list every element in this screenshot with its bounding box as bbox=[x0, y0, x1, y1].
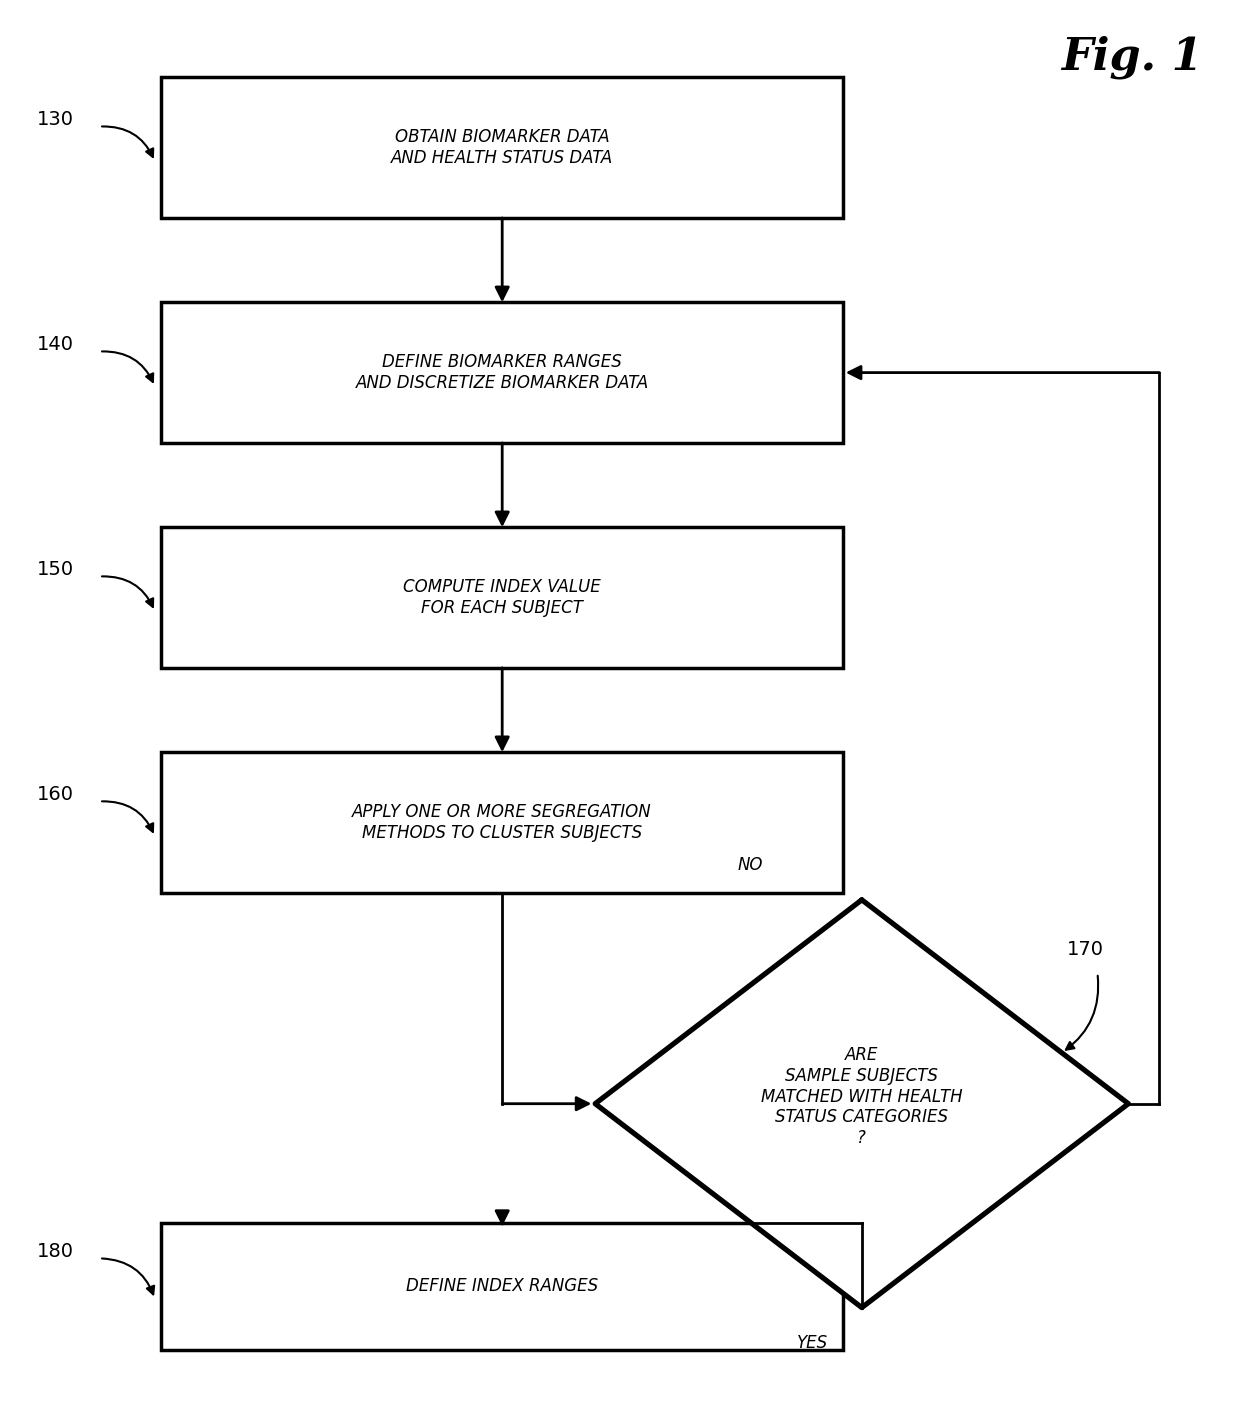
Text: 150: 150 bbox=[37, 560, 74, 579]
Text: OBTAIN BIOMARKER DATA
AND HEALTH STATUS DATA: OBTAIN BIOMARKER DATA AND HEALTH STATUS … bbox=[391, 128, 614, 167]
FancyBboxPatch shape bbox=[161, 302, 843, 443]
Text: 160: 160 bbox=[37, 785, 74, 804]
FancyArrowPatch shape bbox=[1066, 976, 1099, 1050]
Text: DEFINE BIOMARKER RANGES
AND DISCRETIZE BIOMARKER DATA: DEFINE BIOMARKER RANGES AND DISCRETIZE B… bbox=[356, 353, 649, 392]
FancyArrowPatch shape bbox=[102, 127, 154, 157]
Text: ARE
SAMPLE SUBJECTS
MATCHED WITH HEALTH
STATUS CATEGORIES
?: ARE SAMPLE SUBJECTS MATCHED WITH HEALTH … bbox=[761, 1046, 962, 1147]
FancyArrowPatch shape bbox=[102, 352, 154, 382]
Text: 180: 180 bbox=[37, 1241, 74, 1261]
Text: 130: 130 bbox=[37, 110, 74, 129]
Polygon shape bbox=[595, 900, 1128, 1308]
FancyArrowPatch shape bbox=[102, 1258, 154, 1295]
Text: 140: 140 bbox=[37, 335, 74, 354]
Text: Fig. 1: Fig. 1 bbox=[1061, 35, 1203, 79]
FancyArrowPatch shape bbox=[102, 576, 154, 607]
FancyBboxPatch shape bbox=[161, 77, 843, 218]
FancyBboxPatch shape bbox=[161, 527, 843, 668]
Text: COMPUTE INDEX VALUE
FOR EACH SUBJECT: COMPUTE INDEX VALUE FOR EACH SUBJECT bbox=[403, 578, 601, 617]
Text: APPLY ONE OR MORE SEGREGATION
METHODS TO CLUSTER SUBJECTS: APPLY ONE OR MORE SEGREGATION METHODS TO… bbox=[352, 803, 652, 842]
Text: DEFINE INDEX RANGES: DEFINE INDEX RANGES bbox=[407, 1278, 598, 1295]
FancyBboxPatch shape bbox=[161, 1223, 843, 1350]
Text: 170: 170 bbox=[1066, 939, 1104, 959]
FancyArrowPatch shape bbox=[102, 801, 154, 832]
Text: YES: YES bbox=[796, 1334, 828, 1351]
FancyBboxPatch shape bbox=[161, 752, 843, 893]
Text: NO: NO bbox=[738, 856, 763, 873]
